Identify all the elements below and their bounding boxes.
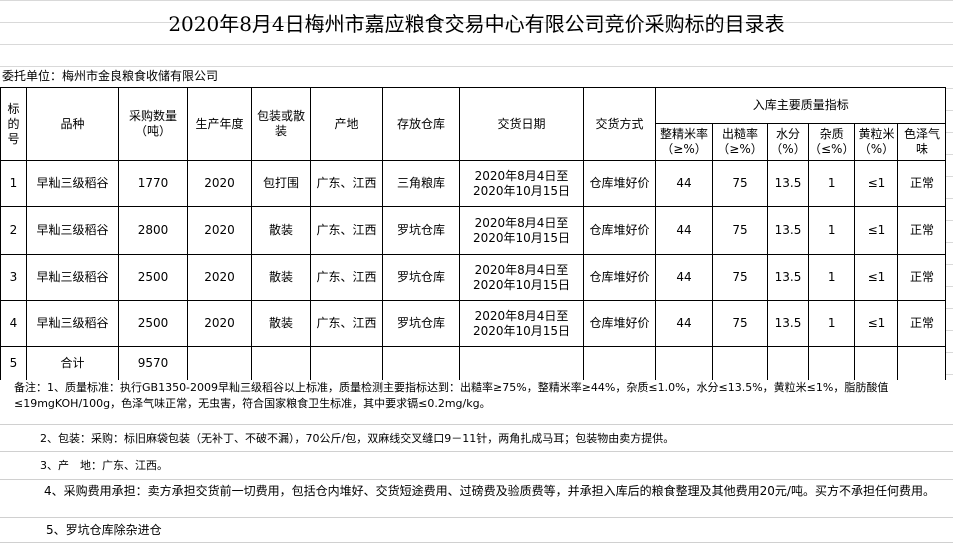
cell-quality-4: ≤1 [854, 254, 899, 301]
header-quality: 入库主要质量指标 [654, 87, 947, 124]
note-warehouse: 5、罗坑仓库除杂进仓 [0, 518, 953, 543]
cell-quality-0: 44 [655, 206, 713, 255]
cell-qty: 2500 [118, 254, 188, 301]
header-quality-0: 整精米率（≥%） [655, 123, 713, 161]
notes-section: 备注：1、质量标准：执行GB1350-2009早籼三级稻谷以上标准，质量检测主要… [0, 380, 953, 543]
cell-year: 2020 [187, 160, 252, 207]
header-origin: 产地 [310, 87, 383, 161]
note-packaging: 2、包装：采购：标旧麻袋包装（无补丁、不破不漏），70公斤/包，双麻线交叉缝口9… [0, 425, 953, 452]
cell-year: 2020 [187, 254, 252, 301]
cell-method: 仓库堆好价 [583, 160, 656, 207]
cell-year: 2020 [187, 300, 252, 347]
table-row: 1 早籼三级稻谷 1770 2020 包打围 广东、江西 三角粮库 2020年8月4日至202… [0, 160, 947, 207]
cell-quality-3: 1 [807, 254, 856, 301]
header-quality-1: 出糙率（≥%） [712, 123, 768, 161]
header-qty: 采购数量（吨） [118, 87, 188, 161]
cell-quality-1: 75 [712, 206, 768, 255]
cell-date: 2020年8月4日至2020年10月15日 [459, 206, 584, 255]
cell-origin: 广东、江西 [310, 206, 383, 255]
header-date: 交货日期 [459, 87, 584, 161]
header-no: 标的号 [0, 87, 27, 161]
total-label: 合计 [26, 346, 119, 381]
cell-date: 2020年8月4日至2020年10月15日 [459, 300, 584, 347]
cell-warehouse: 罗坑仓库 [382, 254, 460, 301]
note-quality: 备注：1、质量标准：执行GB1350-2009早籼三级稻谷以上标准，质量检测主要… [0, 380, 953, 425]
cell-method: 仓库堆好价 [583, 206, 656, 255]
client-label: 委托单位：梅州市金良粮食收储有限公司 [2, 69, 219, 83]
cell-quality-4: ≤1 [854, 160, 899, 207]
cell-quality-4: ≤1 [854, 300, 899, 347]
cell-pack: 散装 [251, 254, 311, 301]
cell-quality-3: 1 [807, 206, 856, 255]
cell-quality-0: 44 [655, 300, 713, 347]
cell-quality-2: 13.5 [767, 160, 809, 207]
cell-pack: 散装 [251, 206, 311, 255]
total-no: 5 [0, 346, 27, 381]
header-variety: 品种 [26, 87, 119, 161]
cell-quality-1: 75 [712, 254, 768, 301]
cell-no: 1 [0, 160, 27, 207]
header-quality-3: 杂质（≤%） [807, 123, 856, 161]
cell-date: 2020年8月4日至2020年10月15日 [459, 254, 584, 301]
cell-quality-3: 1 [807, 300, 856, 347]
cell-quality-5: 正常 [897, 160, 947, 207]
cell-warehouse: 罗坑仓库 [382, 300, 460, 347]
cell-variety: 早籼三级稻谷 [26, 206, 119, 255]
page-title: 2020年8月4日梅州市嘉应粮食交易中心有限公司竞价采购标的目录表 [168, 12, 785, 36]
cell-variety: 早籼三级稻谷 [26, 300, 119, 347]
cell-method: 仓库堆好价 [583, 254, 656, 301]
cell-quality-1: 75 [712, 160, 768, 207]
cell-no: 2 [0, 206, 27, 255]
cell-quality-4: ≤1 [854, 206, 899, 255]
cell-qty: 1770 [118, 160, 188, 207]
note-origin: 3、产 地：广东、江西。 [0, 452, 953, 480]
cell-quality-2: 13.5 [767, 206, 809, 255]
cell-quality-1: 75 [712, 300, 768, 347]
cell-quality-0: 44 [655, 254, 713, 301]
note-costs: 4、采购费用承担：卖方承担交货前一切费用，包括仓内堆好、交货短途费用、过磅费及验… [0, 480, 953, 518]
cell-origin: 广东、江西 [310, 300, 383, 347]
cell-quality-5: 正常 [897, 254, 947, 301]
cell-origin: 广东、江西 [310, 160, 383, 207]
cell-quality-2: 13.5 [767, 300, 809, 347]
cell-quality-5: 正常 [897, 206, 947, 255]
cell-method: 仓库堆好价 [583, 300, 656, 347]
cell-qty: 2800 [118, 206, 188, 255]
cell-warehouse: 罗坑仓库 [382, 206, 460, 255]
cell-quality-5: 正常 [897, 300, 947, 347]
cell-pack: 散装 [251, 300, 311, 347]
cell-quality-2: 13.5 [767, 254, 809, 301]
table-row: 4 早籼三级稻谷 2500 2020 散装 广东、江西 罗坑仓库 2020年8月4日至2020… [0, 300, 947, 347]
table-row: 2 早籼三级稻谷 2800 2020 散装 广东、江西 罗坑仓库 2020年8月4日至2020… [0, 206, 947, 255]
header-quality-4: 黄粒米（%） [854, 123, 899, 161]
cell-origin: 广东、江西 [310, 254, 383, 301]
cell-quality-3: 1 [807, 160, 856, 207]
header-warehouse: 存放仓库 [382, 87, 460, 161]
cell-no: 3 [0, 254, 27, 301]
cell-date: 2020年8月4日至2020年10月15日 [459, 160, 584, 207]
cell-pack: 包打围 [251, 160, 311, 207]
header-quality-2: 水分（%） [767, 123, 809, 161]
cell-no: 4 [0, 300, 27, 347]
cell-warehouse: 三角粮库 [382, 160, 460, 207]
cell-quality-0: 44 [655, 160, 713, 207]
header-pack: 包装或散装 [251, 87, 311, 161]
total-qty: 9570 [118, 346, 188, 381]
header-quality-5: 色泽气味 [897, 123, 947, 161]
cell-variety: 早籼三级稻谷 [26, 160, 119, 207]
catalog-table: 标的号 品种 采购数量（吨） 生产年度 包装或散装 产地 存放仓库 交货日期 交… [0, 87, 947, 381]
cell-variety: 早籼三级稻谷 [26, 254, 119, 301]
table-row: 3 早籼三级稻谷 2500 2020 散装 广东、江西 罗坑仓库 2020年8月4日至2020… [0, 254, 947, 301]
cell-qty: 2500 [118, 300, 188, 347]
header-method: 交货方式 [583, 87, 656, 161]
cell-year: 2020 [187, 206, 252, 255]
header-year: 生产年度 [187, 87, 252, 161]
